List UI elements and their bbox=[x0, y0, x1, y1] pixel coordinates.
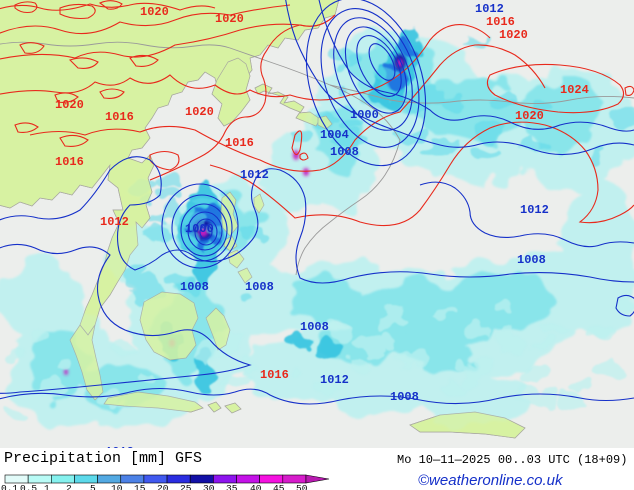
svg-text:1008: 1008 bbox=[330, 145, 359, 159]
svg-text:1020: 1020 bbox=[515, 109, 544, 123]
svg-text:0.1: 0.1 bbox=[1, 483, 18, 490]
svg-text:1004: 1004 bbox=[320, 128, 349, 142]
svg-text:5: 5 bbox=[90, 483, 96, 490]
svg-text:2: 2 bbox=[66, 483, 72, 490]
svg-text:1020: 1020 bbox=[140, 5, 169, 19]
svg-text:1012: 1012 bbox=[320, 373, 349, 387]
svg-text:1020: 1020 bbox=[185, 105, 214, 119]
svg-text:1024: 1024 bbox=[560, 83, 589, 97]
svg-text:25: 25 bbox=[180, 483, 192, 490]
svg-text:1016: 1016 bbox=[225, 136, 254, 150]
svg-text:40: 40 bbox=[250, 483, 262, 490]
svg-text:1016: 1016 bbox=[55, 155, 84, 169]
svg-text:1012: 1012 bbox=[475, 2, 504, 16]
svg-text:1016: 1016 bbox=[486, 15, 515, 29]
svg-text:Mo 10—11—2025 00..03 UTC (18+0: Mo 10—11—2025 00..03 UTC (18+09) bbox=[397, 453, 627, 467]
svg-text:1000: 1000 bbox=[350, 108, 379, 122]
svg-text:1020: 1020 bbox=[55, 98, 84, 112]
svg-text:10: 10 bbox=[111, 483, 123, 490]
svg-text:1012: 1012 bbox=[100, 215, 129, 229]
svg-text:15: 15 bbox=[134, 483, 146, 490]
svg-text:1016: 1016 bbox=[260, 368, 289, 382]
svg-text:1: 1 bbox=[44, 483, 50, 490]
svg-text:0.5: 0.5 bbox=[20, 483, 37, 490]
svg-text:1020: 1020 bbox=[215, 12, 244, 26]
svg-text:1016: 1016 bbox=[105, 110, 134, 124]
svg-text:45: 45 bbox=[273, 483, 285, 490]
svg-text:35: 35 bbox=[226, 483, 238, 490]
svg-text:1020: 1020 bbox=[499, 28, 528, 42]
svg-text:20: 20 bbox=[157, 483, 169, 490]
svg-text:1012: 1012 bbox=[240, 168, 269, 182]
svg-text:30: 30 bbox=[203, 483, 215, 490]
svg-text:1008: 1008 bbox=[300, 320, 329, 334]
svg-text:©weatheronline.co.uk: ©weatheronline.co.uk bbox=[418, 472, 564, 489]
svg-text:1000: 1000 bbox=[185, 222, 214, 236]
svg-text:1012: 1012 bbox=[520, 203, 549, 217]
svg-text:1008: 1008 bbox=[245, 280, 274, 294]
svg-text:Precipitation [mm] GFS: Precipitation [mm] GFS bbox=[4, 450, 202, 467]
svg-text:1008: 1008 bbox=[517, 253, 546, 267]
svg-text:50: 50 bbox=[296, 483, 308, 490]
svg-text:1008: 1008 bbox=[390, 390, 419, 404]
svg-text:1008: 1008 bbox=[180, 280, 209, 294]
